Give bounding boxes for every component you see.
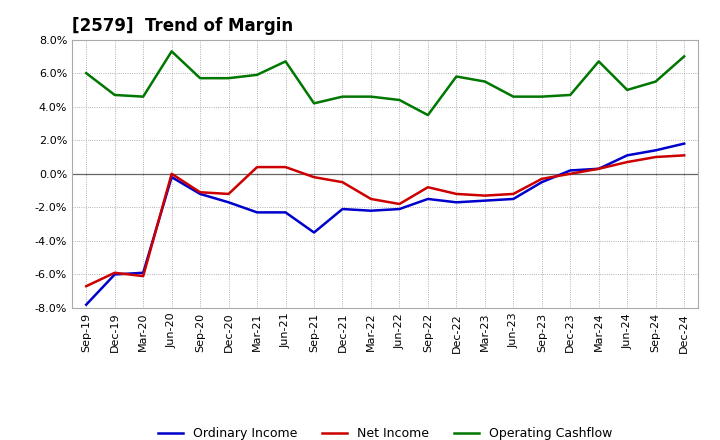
Line: Net Income: Net Income [86, 155, 684, 286]
Net Income [509, 191, 518, 197]
Net Income [566, 171, 575, 176]
Ordinary Income [595, 166, 603, 172]
Line: Ordinary Income: Ordinary Income [86, 143, 684, 304]
Operating Cashflow [480, 79, 489, 84]
Operating Cashflow [595, 59, 603, 64]
Operating Cashflow [537, 94, 546, 99]
Operating Cashflow [623, 87, 631, 92]
Ordinary Income [423, 196, 432, 202]
Ordinary Income [282, 210, 290, 215]
Operating Cashflow [167, 49, 176, 54]
Ordinary Income [110, 272, 119, 277]
Operating Cashflow [452, 74, 461, 79]
Net Income [652, 154, 660, 160]
Text: [2579]  Trend of Margin: [2579] Trend of Margin [72, 17, 293, 35]
Ordinary Income [225, 200, 233, 205]
Operating Cashflow [225, 76, 233, 81]
Ordinary Income [680, 141, 688, 146]
Net Income [595, 166, 603, 172]
Net Income [338, 180, 347, 185]
Net Income [452, 191, 461, 197]
Operating Cashflow [509, 94, 518, 99]
Ordinary Income [196, 191, 204, 197]
Operating Cashflow [680, 54, 688, 59]
Net Income [139, 274, 148, 279]
Ordinary Income [253, 210, 261, 215]
Net Income [366, 196, 375, 202]
Ordinary Income [509, 196, 518, 202]
Operating Cashflow [82, 70, 91, 76]
Legend: Ordinary Income, Net Income, Operating Cashflow: Ordinary Income, Net Income, Operating C… [158, 427, 613, 440]
Net Income [167, 171, 176, 176]
Net Income [253, 165, 261, 170]
Operating Cashflow [310, 101, 318, 106]
Net Income [225, 191, 233, 197]
Line: Operating Cashflow: Operating Cashflow [86, 51, 684, 115]
Ordinary Income [480, 198, 489, 203]
Net Income [282, 165, 290, 170]
Operating Cashflow [338, 94, 347, 99]
Net Income [480, 193, 489, 198]
Net Income [110, 270, 119, 275]
Operating Cashflow [253, 72, 261, 77]
Ordinary Income [82, 302, 91, 307]
Net Income [423, 185, 432, 190]
Operating Cashflow [566, 92, 575, 98]
Operating Cashflow [652, 79, 660, 84]
Ordinary Income [167, 175, 176, 180]
Ordinary Income [310, 230, 318, 235]
Ordinary Income [537, 180, 546, 185]
Net Income [196, 190, 204, 195]
Ordinary Income [395, 206, 404, 212]
Ordinary Income [652, 148, 660, 153]
Operating Cashflow [395, 97, 404, 103]
Net Income [310, 175, 318, 180]
Net Income [680, 153, 688, 158]
Net Income [395, 202, 404, 207]
Ordinary Income [623, 153, 631, 158]
Operating Cashflow [423, 113, 432, 118]
Net Income [623, 159, 631, 165]
Net Income [82, 283, 91, 289]
Operating Cashflow [196, 76, 204, 81]
Ordinary Income [452, 200, 461, 205]
Operating Cashflow [110, 92, 119, 98]
Net Income [537, 176, 546, 181]
Operating Cashflow [139, 94, 148, 99]
Ordinary Income [366, 208, 375, 213]
Ordinary Income [139, 270, 148, 275]
Ordinary Income [566, 168, 575, 173]
Operating Cashflow [282, 59, 290, 64]
Operating Cashflow [366, 94, 375, 99]
Ordinary Income [338, 206, 347, 212]
